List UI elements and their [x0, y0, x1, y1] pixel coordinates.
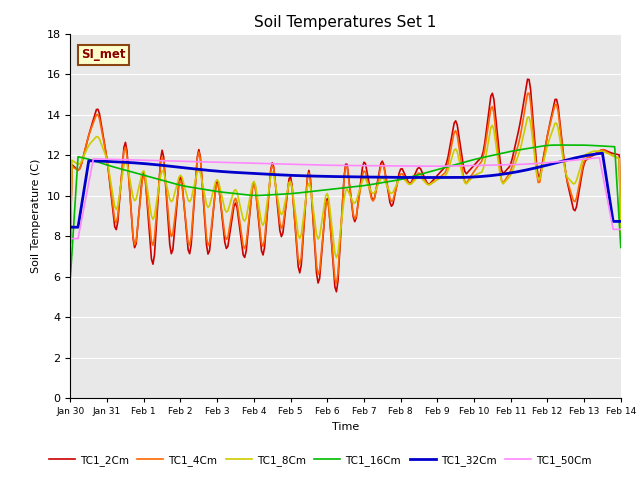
- TC1_8Cm: [412, 176, 420, 182]
- TC1_4Cm: [333, 280, 340, 286]
- TC1_16Cm: [82, 156, 90, 161]
- TC1_8Cm: [169, 197, 177, 203]
- TC1_4Cm: [525, 90, 533, 96]
- TC1_50Cm: [617, 227, 625, 232]
- X-axis label: Time: Time: [332, 422, 359, 432]
- TC1_8Cm: [333, 255, 340, 261]
- TC1_16Cm: [380, 180, 388, 185]
- TC1_8Cm: [525, 114, 533, 120]
- TC1_16Cm: [551, 142, 559, 148]
- Line: TC1_16Cm: TC1_16Cm: [70, 145, 621, 277]
- TC1_50Cm: [398, 163, 406, 169]
- TC1_8Cm: [82, 149, 90, 155]
- TC1_16Cm: [411, 173, 419, 179]
- TC1_8Cm: [553, 120, 561, 126]
- TC1_32Cm: [169, 164, 177, 169]
- TC1_2Cm: [67, 239, 74, 245]
- TC1_4Cm: [169, 231, 177, 237]
- TC1_32Cm: [598, 150, 606, 156]
- Line: TC1_8Cm: TC1_8Cm: [70, 117, 621, 258]
- TC1_50Cm: [67, 236, 74, 241]
- TC1_50Cm: [169, 158, 177, 164]
- TC1_50Cm: [550, 159, 557, 165]
- TC1_16Cm: [550, 142, 557, 148]
- TC1_2Cm: [333, 289, 340, 295]
- TC1_32Cm: [411, 175, 419, 180]
- TC1_32Cm: [82, 177, 90, 182]
- TC1_4Cm: [412, 173, 420, 179]
- TC1_16Cm: [67, 274, 74, 280]
- TC1_32Cm: [67, 224, 74, 230]
- TC1_50Cm: [380, 163, 388, 169]
- Y-axis label: Soil Temperature (C): Soil Temperature (C): [31, 159, 41, 273]
- TC1_4Cm: [553, 102, 561, 108]
- TC1_4Cm: [381, 172, 389, 178]
- Line: TC1_2Cm: TC1_2Cm: [70, 79, 621, 292]
- Line: TC1_50Cm: TC1_50Cm: [70, 157, 621, 239]
- Text: SI_met: SI_met: [81, 48, 126, 61]
- TC1_32Cm: [550, 161, 557, 167]
- TC1_2Cm: [617, 233, 625, 239]
- TC1_50Cm: [82, 196, 90, 202]
- TC1_4Cm: [617, 236, 625, 241]
- TC1_8Cm: [381, 180, 389, 185]
- Title: Soil Temperatures Set 1: Soil Temperatures Set 1: [255, 15, 436, 30]
- Line: TC1_4Cm: TC1_4Cm: [70, 93, 621, 283]
- TC1_2Cm: [381, 171, 389, 177]
- TC1_2Cm: [400, 169, 408, 175]
- TC1_2Cm: [82, 144, 90, 150]
- TC1_2Cm: [553, 96, 561, 102]
- TC1_8Cm: [67, 237, 74, 242]
- Line: TC1_32Cm: TC1_32Cm: [70, 153, 621, 227]
- TC1_32Cm: [617, 218, 625, 224]
- TC1_32Cm: [380, 174, 388, 180]
- TC1_50Cm: [411, 163, 419, 169]
- TC1_2Cm: [524, 76, 531, 82]
- TC1_32Cm: [398, 175, 406, 180]
- TC1_2Cm: [169, 247, 177, 252]
- TC1_16Cm: [617, 245, 625, 251]
- TC1_4Cm: [82, 144, 90, 150]
- TC1_8Cm: [400, 176, 408, 182]
- TC1_16Cm: [398, 176, 406, 182]
- TC1_2Cm: [412, 169, 420, 175]
- TC1_4Cm: [400, 173, 408, 179]
- TC1_16Cm: [169, 180, 177, 186]
- TC1_50Cm: [596, 155, 604, 160]
- TC1_8Cm: [617, 236, 625, 241]
- Legend: TC1_2Cm, TC1_4Cm, TC1_8Cm, TC1_16Cm, TC1_32Cm, TC1_50Cm: TC1_2Cm, TC1_4Cm, TC1_8Cm, TC1_16Cm, TC1…: [44, 451, 596, 470]
- TC1_4Cm: [67, 240, 74, 246]
